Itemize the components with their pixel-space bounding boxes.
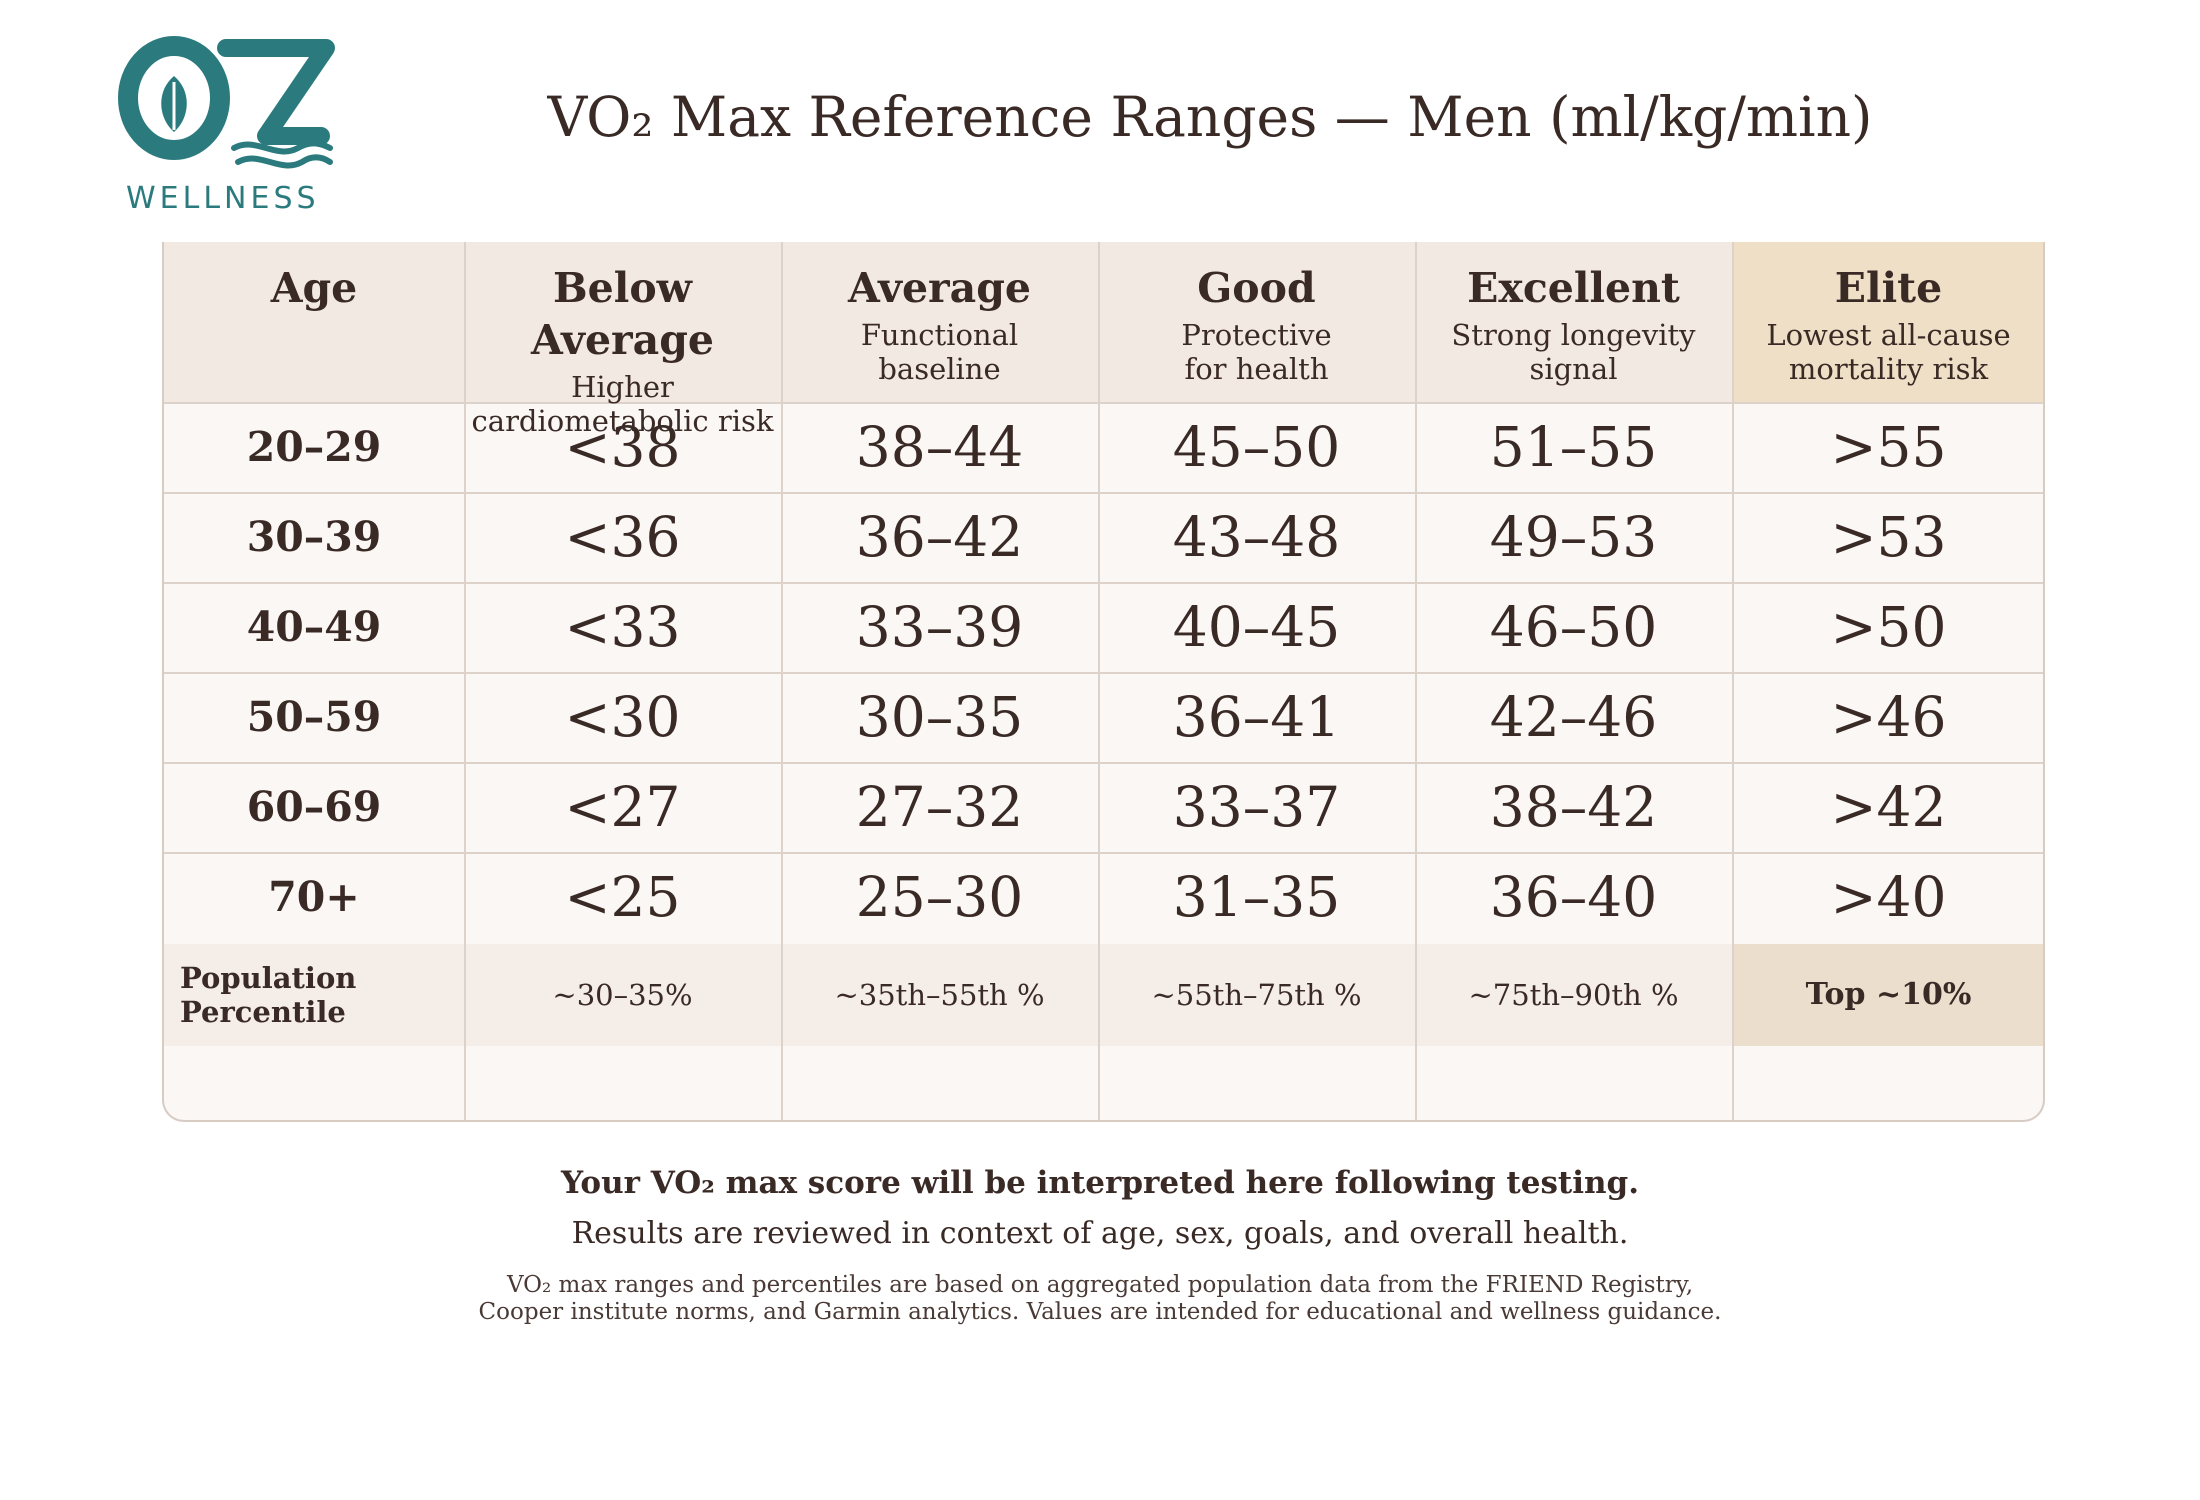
value-cell: >50 <box>1830 595 1947 659</box>
oz-wellness-logo: WELLNESS <box>116 36 336 216</box>
value-cell: 42–46 <box>1489 685 1658 749</box>
value-cell: >42 <box>1830 775 1947 839</box>
value-cell: 38–42 <box>1489 775 1658 839</box>
value-cell: 33–39 <box>855 595 1024 659</box>
interpretation-note: Your VO₂ max score will be interpreted h… <box>560 1165 1640 1201</box>
column-title: Age <box>270 264 358 312</box>
column-title: Average <box>848 264 1031 312</box>
percentile-label-line: Population <box>180 961 357 995</box>
value-cell: 40–45 <box>1172 595 1341 659</box>
value-cell: <30 <box>564 685 681 749</box>
column-title: Elite <box>1834 264 1943 312</box>
value-cell: 43–48 <box>1172 505 1341 569</box>
logo-text: WELLNESS <box>126 181 320 216</box>
column-title: Below Average <box>531 264 714 364</box>
header-elite: Elite Lowest all-cause mortality risk <box>1732 242 2043 402</box>
value-cell: 46–50 <box>1489 595 1658 659</box>
value-cell: <27 <box>564 775 681 839</box>
header-excellent: Excellent Strong longevity signal <box>1415 242 1732 402</box>
value-cell: >40 <box>1830 865 1947 929</box>
row-divider <box>164 672 2043 674</box>
column-title: Excellent <box>1467 264 1680 312</box>
column-description: Protective <box>1181 318 1332 352</box>
column-divider <box>781 242 783 1120</box>
percentile-cell: ~30–35% <box>552 978 693 1012</box>
column-description: mortality risk <box>1788 352 1989 386</box>
percentile-cell: ~35th–55th % <box>834 978 1045 1012</box>
footnote-line: Cooper institute norms, and Garmin analy… <box>478 1299 1722 1325</box>
value-cell: 36–41 <box>1172 685 1341 749</box>
row-divider <box>164 582 2043 584</box>
value-cell: 25–30 <box>855 865 1024 929</box>
percentile-label-line: Percentile <box>180 995 346 1029</box>
value-cell: <38 <box>564 415 681 479</box>
column-title: Good <box>1197 264 1316 312</box>
age-cell: 70+ <box>268 873 360 921</box>
value-cell: <36 <box>564 505 681 569</box>
row-divider <box>164 762 2043 764</box>
column-divider <box>1098 242 1100 1120</box>
source-footnote: VO₂ max ranges and percentiles are based… <box>0 1272 2200 1326</box>
percentile-cell-elite: Top ~10% <box>1805 977 1972 1012</box>
column-divider <box>1415 242 1417 1120</box>
value-cell: 38–44 <box>855 415 1024 479</box>
vo2-reference-table: Age Below Average Higher cardiometabolic… <box>162 242 2045 1122</box>
value-cell: 51–55 <box>1489 415 1658 479</box>
percentile-cell: ~55th–75th % <box>1151 978 1362 1012</box>
percentile-label: Population Percentile <box>180 944 460 1046</box>
value-cell: 45–50 <box>1172 415 1341 479</box>
value-cell: 36–40 <box>1489 865 1658 929</box>
header-good: Good Protective for health <box>1098 242 1415 402</box>
header-below-average: Below Average Higher cardiometabolic ris… <box>464 242 781 438</box>
age-cell: 60–69 <box>246 783 382 831</box>
column-description: cardiometabolic risk <box>471 404 774 438</box>
age-cell: 40–49 <box>246 603 382 651</box>
percentile-cell: ~75th–90th % <box>1468 978 1679 1012</box>
value-cell: <33 <box>564 595 681 659</box>
page-title: VO₂ Max Reference Ranges — Men (ml/kg/mi… <box>547 85 1873 149</box>
column-divider <box>1732 242 1734 1120</box>
value-cell: 27–32 <box>855 775 1024 839</box>
value-cell: >46 <box>1830 685 1947 749</box>
column-description: baseline <box>878 352 1001 386</box>
value-cell: 36–42 <box>855 505 1024 569</box>
value-cell: >55 <box>1830 415 1947 479</box>
header-average: Average Functional baseline <box>781 242 1098 402</box>
percentile-row-background <box>164 944 2043 1046</box>
footnote-line: VO₂ max ranges and percentiles are based… <box>506 1272 1694 1298</box>
column-description: Higher <box>571 370 674 404</box>
logo-mark: WELLNESS <box>118 36 335 216</box>
value-cell: 31–35 <box>1172 865 1341 929</box>
column-description: for health <box>1184 352 1329 386</box>
value-cell: >53 <box>1830 505 1947 569</box>
header-age: Age <box>164 242 464 402</box>
context-note: Results are reviewed in context of age, … <box>571 1216 1629 1251</box>
value-cell: 33–37 <box>1172 775 1341 839</box>
table-header-background <box>164 242 2043 402</box>
column-description: Functional <box>860 318 1019 352</box>
elite-percentile-highlight <box>1732 944 2043 1046</box>
column-description: Lowest all-cause <box>1766 318 2011 352</box>
age-cell: 50–59 <box>246 693 382 741</box>
elite-header-highlight <box>1732 242 2043 402</box>
column-description: Strong longevity <box>1451 318 1696 352</box>
value-cell: <25 <box>564 865 681 929</box>
row-divider <box>164 402 2043 404</box>
row-divider <box>164 852 2043 854</box>
column-divider <box>464 242 466 1120</box>
age-cell: 20–29 <box>246 423 382 471</box>
age-cell: 30–39 <box>246 513 382 561</box>
value-cell: 30–35 <box>855 685 1024 749</box>
row-divider <box>164 492 2043 494</box>
value-cell: 49–53 <box>1489 505 1658 569</box>
column-description: signal <box>1529 352 1618 386</box>
